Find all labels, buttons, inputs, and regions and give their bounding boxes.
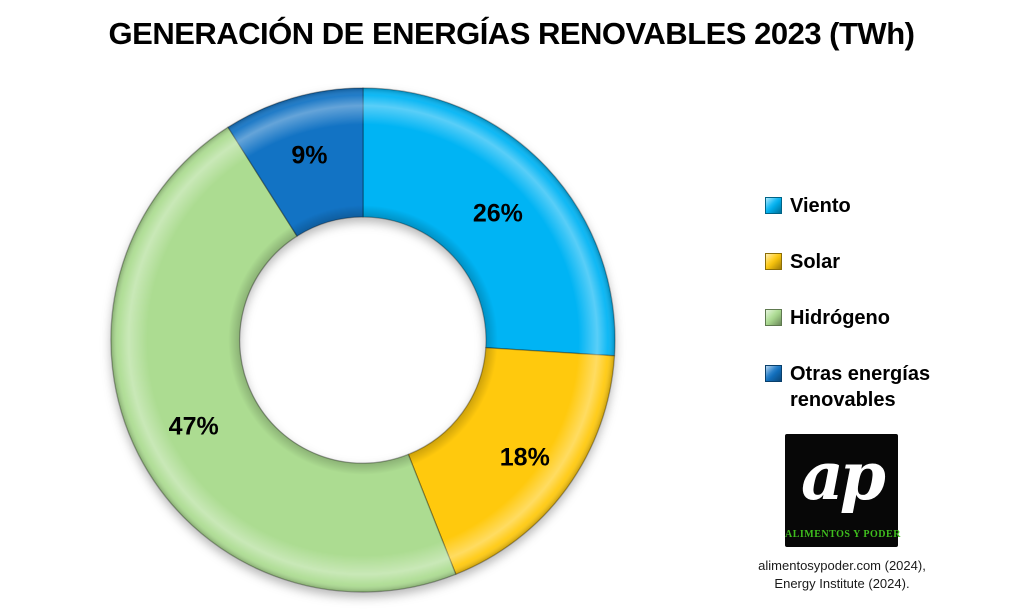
source-line-2: Energy Institute (2024). bbox=[774, 576, 910, 592]
logo-monogram: ap bbox=[801, 437, 886, 515]
source-line-1: alimentosypoder.com (2024), bbox=[758, 558, 926, 573]
donut-slices bbox=[110, 87, 616, 593]
legend-item-viento: Viento bbox=[765, 193, 965, 219]
chart-legend: Viento Solar Hidrógeno Otras energías renov… bbox=[765, 193, 965, 413]
legend-label-viento: Viento bbox=[790, 195, 851, 217]
legend-label-hidrogeno: Hidrógeno bbox=[790, 307, 890, 329]
chart-title: GENERACIÓN DE ENERGÍAS RENOVABLES 2023 (… bbox=[108, 16, 915, 51]
legend-label-otras-energias-renovables: Otras energías renovables bbox=[790, 363, 931, 411]
legend-item-solar: Solar bbox=[765, 249, 965, 275]
logo-caption: ALIMENTOS Y PODER bbox=[785, 529, 901, 540]
slice-datalabel-solar: 18% bbox=[500, 444, 550, 472]
source-attribution: alimentosypoder.com (2024), Energy Insti… bbox=[726, 557, 958, 593]
legend-marker-hidrogeno bbox=[765, 309, 782, 326]
slice-datalabel-hidrogeno: 47% bbox=[169, 412, 219, 440]
donut-slice-labels: 26% 18% 47% 9% bbox=[169, 142, 550, 472]
legend-marker-otras-energias-renovables bbox=[765, 365, 782, 382]
legend-item-hidrogeno: Hidrógeno bbox=[765, 305, 965, 331]
legend-marker-viento bbox=[765, 197, 782, 214]
legend-marker-solar bbox=[765, 253, 782, 270]
slice-datalabel-viento: 26% bbox=[473, 199, 523, 227]
legend-label-solar: Solar bbox=[790, 251, 841, 273]
alimentos-y-poder-logo: ap ALIMENTOS Y PODER bbox=[785, 434, 901, 547]
legend-item-otras-energias-renovables: Otras energías renovables bbox=[765, 361, 965, 413]
slice-datalabel-otras-energias-renovables: 9% bbox=[291, 142, 327, 170]
